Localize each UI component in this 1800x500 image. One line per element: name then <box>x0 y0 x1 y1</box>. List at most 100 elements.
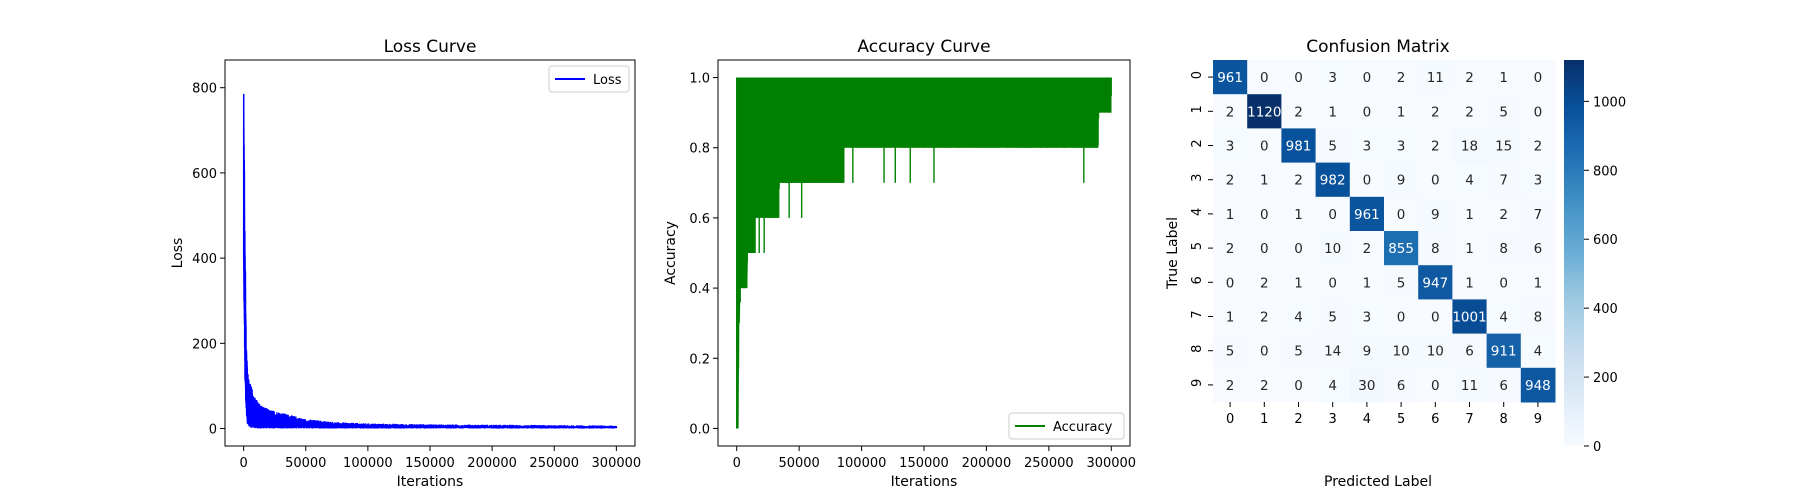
confusion-cell-value: 2 <box>1226 241 1235 257</box>
confusion-cell-value: 0 <box>1260 139 1269 155</box>
confusion-cell-value: 11 <box>1427 70 1444 86</box>
accuracy-x-tick-label: 250000 <box>1024 456 1074 471</box>
confusion-cell <box>1281 128 1317 164</box>
confusion-cell <box>1418 231 1453 266</box>
accuracy-x-tick-label: 50000 <box>778 456 819 471</box>
confusion-cell <box>1486 231 1522 266</box>
confusion-cell-value: 1 <box>1363 275 1372 291</box>
confusion-cell <box>1247 94 1282 129</box>
confusion-cell-value: 911 <box>1491 344 1517 360</box>
accuracy-y-tick-label: 0.6 <box>689 212 710 227</box>
confusion-cell <box>1315 162 1351 198</box>
confusion-cell <box>1384 94 1419 129</box>
confusion-cell <box>1281 196 1317 232</box>
confusion-cell <box>1452 333 1488 369</box>
confusion-cell-value: 7 <box>1534 207 1543 223</box>
confusion-cell-value: 0 <box>1260 207 1269 223</box>
confusion-cell <box>1281 367 1317 403</box>
confusion-cell <box>1247 196 1282 232</box>
confusion-cell-value: 4 <box>1534 344 1543 360</box>
confusion-cell-value: 0 <box>1431 173 1440 189</box>
confusion-cell-value: 0 <box>1397 310 1406 326</box>
confusion-cell-value: 3 <box>1363 310 1372 326</box>
confusion-cell <box>1520 299 1556 335</box>
confusion-cell <box>1281 94 1317 129</box>
confusion-x-tick-label: 7 <box>1465 412 1473 427</box>
colorbar: 0 200 400 600 800 1000 <box>1564 60 1626 455</box>
confusion-cell-value: 1 <box>1465 207 1474 223</box>
confusion-cell-value: 18 <box>1461 139 1478 155</box>
confusion-cell <box>1520 265 1556 300</box>
confusion-cell <box>1520 196 1556 232</box>
confusion-cell <box>1315 60 1351 95</box>
confusion-cell <box>1486 265 1522 300</box>
confusion-cell <box>1349 196 1385 232</box>
confusion-cell-value: 961 <box>1354 207 1380 223</box>
confusion-cell <box>1418 367 1453 403</box>
confusion-x-tick-label: 3 <box>1329 412 1337 427</box>
confusion-cell <box>1452 128 1488 164</box>
accuracy-y-tick-label: 0.4 <box>689 282 710 297</box>
confusion-cell-value: 855 <box>1388 241 1414 257</box>
confusion-matrix: Confusion Matrix 961 0 0 3 0 2 11 2 1 02 1120 2 1 0 1 2… <box>1165 37 1626 490</box>
confusion-cell <box>1349 231 1385 266</box>
confusion-cell <box>1520 60 1556 95</box>
accuracy-x-tick-label: 100000 <box>837 456 887 471</box>
confusion-cell <box>1349 333 1385 369</box>
confusion-cell-value: 3 <box>1397 139 1406 155</box>
confusion-cell <box>1349 299 1385 335</box>
confusion-cell <box>1452 367 1488 403</box>
confusion-cell-value: 1 <box>1534 275 1543 291</box>
confusion-cell <box>1384 299 1419 335</box>
confusion-cell-value: 3 <box>1363 139 1372 155</box>
loss-chart: Loss Curve 0 50000 100000 150000 200000 25000… <box>170 37 641 490</box>
accuracy-axis-ticks: 0 50000 100000 150000 200000 250000 300000 0.0 0… <box>689 72 1136 471</box>
confusion-cell-value: 30 <box>1358 378 1375 394</box>
confusion-cell <box>1315 196 1351 232</box>
confusion-cell-value: 3 <box>1328 70 1337 86</box>
confusion-cell <box>1384 367 1419 403</box>
confusion-y-tick-label: 5 <box>1190 242 1205 250</box>
confusion-cell <box>1486 367 1522 403</box>
confusion-cell-value: 2 <box>1260 275 1269 291</box>
loss-series-line <box>242 93 618 429</box>
confusion-cell <box>1486 60 1522 95</box>
confusion-cell <box>1315 299 1351 335</box>
confusion-cell-value: 4 <box>1328 378 1337 394</box>
confusion-cell <box>1452 299 1488 335</box>
confusion-y-tick-label: 7 <box>1190 310 1205 318</box>
accuracy-y-tick-label: 0.8 <box>689 142 710 157</box>
loss-legend-label: Loss <box>593 73 622 88</box>
confusion-cell-value: 6 <box>1499 378 1508 394</box>
accuracy-x-axis-label: Iterations <box>891 474 958 490</box>
confusion-cell <box>1349 162 1385 198</box>
loss-y-tick-label: 600 <box>192 167 217 182</box>
confusion-x-tick-label: 8 <box>1500 412 1508 427</box>
confusion-cell-value: 2 <box>1534 139 1543 155</box>
confusion-cell-value: 947 <box>1422 275 1448 291</box>
confusion-cell-value: 0 <box>1328 207 1337 223</box>
confusion-cell <box>1247 128 1282 164</box>
loss-series-path <box>242 93 618 429</box>
accuracy-x-tick-label: 200000 <box>962 456 1012 471</box>
confusion-y-tick-label: 8 <box>1190 345 1205 353</box>
colorbar-tick-label: 800 <box>1593 164 1618 179</box>
confusion-cell-value: 2 <box>1260 310 1269 326</box>
confusion-cell <box>1452 162 1488 198</box>
confusion-cell-value: 1 <box>1226 310 1235 326</box>
loss-x-axis-label: Iterations <box>397 474 464 490</box>
loss-x-tick-label: 250000 <box>529 456 579 471</box>
confusion-cell <box>1520 94 1556 129</box>
loss-y-tick-label: 400 <box>192 252 217 267</box>
confusion-cell-value: 1 <box>1294 207 1303 223</box>
confusion-cell <box>1418 128 1453 164</box>
confusion-cell <box>1281 162 1317 198</box>
loss-x-tick-label: 150000 <box>405 456 455 471</box>
confusion-cell <box>1486 128 1522 164</box>
confusion-cell <box>1486 299 1522 335</box>
confusion-cell <box>1452 196 1488 232</box>
confusion-cell-value: 0 <box>1363 173 1372 189</box>
confusion-cell <box>1384 128 1419 164</box>
confusion-cell-value: 0 <box>1397 207 1406 223</box>
accuracy-y-tick-label: 0.2 <box>689 352 710 367</box>
